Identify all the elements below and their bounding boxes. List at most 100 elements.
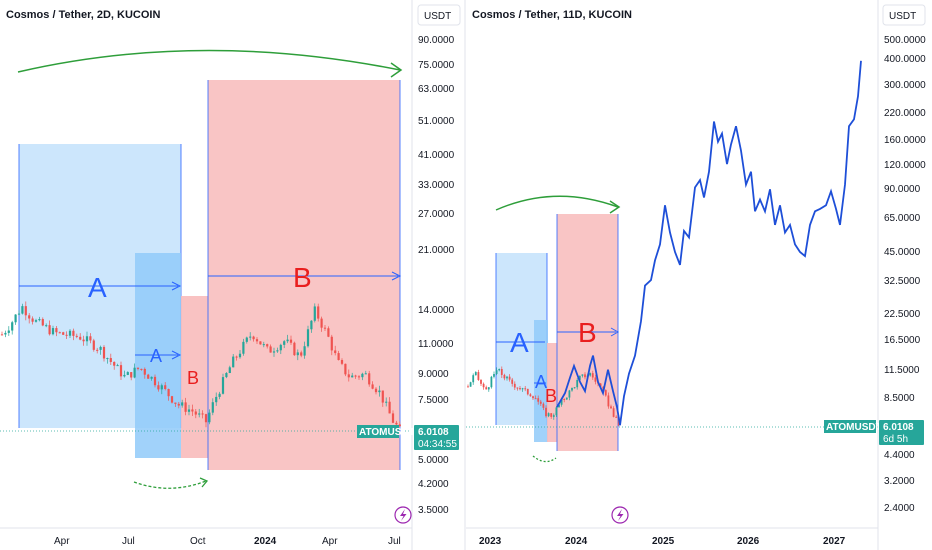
candle-body	[68, 330, 72, 336]
x-tick: 2024	[254, 536, 277, 547]
candle-body	[286, 339, 289, 342]
candle-body	[31, 318, 34, 322]
x-tick: Oct	[190, 536, 206, 547]
candle-body	[398, 424, 401, 427]
price-tag: ATOMUSDT 6.0108 04:34:55	[357, 425, 459, 450]
candle-body	[604, 390, 607, 396]
candle-body	[58, 332, 61, 334]
candle-body	[334, 350, 337, 354]
lightning-bolt-icon[interactable]	[611, 506, 629, 524]
y-tick: 90.0000	[884, 184, 921, 195]
candle-body	[130, 372, 133, 378]
x-tick: Jul	[388, 536, 401, 547]
candle-body	[143, 368, 146, 375]
candle-body	[344, 363, 347, 375]
zone-b-small	[547, 343, 557, 442]
candle-body	[508, 376, 511, 380]
left-chart-panel[interactable]: A B A B	[0, 49, 412, 489]
zone-label-a-small: A	[150, 346, 162, 366]
candle-body	[547, 413, 550, 417]
candle-body	[51, 328, 55, 335]
y-tick: 41.0000	[418, 150, 455, 161]
candle-body	[218, 393, 221, 397]
candle-body	[555, 407, 558, 416]
candle-body	[485, 387, 488, 390]
candle-body	[371, 384, 374, 389]
candle-body	[560, 398, 563, 405]
y-tick: 75.0000	[418, 60, 455, 71]
zone-label-a-large: A	[88, 272, 107, 303]
candle-body	[293, 342, 296, 356]
candle-body	[215, 396, 218, 403]
candle-body	[474, 372, 477, 376]
price-tag-symbol: ATOMUSDT	[359, 427, 415, 438]
candle-body	[62, 332, 65, 335]
unit-label[interactable]: USDT	[889, 11, 916, 22]
candle-body	[467, 386, 469, 388]
candle-body	[368, 373, 371, 385]
zone-a-small	[534, 320, 548, 442]
candle-body	[581, 374, 584, 376]
candle-body	[313, 306, 316, 321]
right-price-axis[interactable]: USDT 500.0000 400.0000 300.0000 220.0000 160…	[824, 0, 926, 550]
unit-label[interactable]: USDT	[424, 11, 451, 22]
candle-body	[113, 361, 116, 366]
candle-body	[21, 306, 24, 314]
candle-body	[133, 367, 136, 378]
y-tick: 90.0000	[418, 35, 455, 46]
candle-body	[532, 396, 534, 399]
y-tick: 120.0000	[884, 160, 926, 171]
candle-body	[208, 412, 211, 423]
candle-body	[65, 334, 68, 336]
candle-body	[41, 319, 44, 326]
candle-body	[565, 397, 568, 400]
candle-body	[599, 383, 602, 387]
x-tick: Apr	[322, 536, 338, 547]
candle-body	[327, 328, 330, 337]
candle-body	[17, 313, 21, 315]
candle-body	[347, 374, 350, 378]
right-time-axis[interactable]: 2023 2024 2025 2026 2027	[466, 527, 878, 547]
left-chart-title: Cosmos / Tether, 2D, KUCOIN	[6, 9, 160, 21]
y-tick: 500.0000	[884, 35, 926, 46]
y-tick: 7.5000	[418, 395, 449, 406]
candle-body	[201, 413, 204, 415]
y-tick: 27.0000	[418, 209, 455, 220]
left-price-axis[interactable]: USDT 90.0000 75.0000 63.0000 51.0000 41.0000…	[357, 0, 461, 550]
arc-top-left	[17, 49, 401, 73]
candle-body	[167, 389, 170, 397]
candle-body	[490, 376, 493, 388]
candle-body	[300, 352, 303, 356]
candle-body	[126, 372, 129, 375]
lightning-bolt-icon[interactable]	[394, 506, 412, 524]
candle-body	[181, 402, 184, 406]
candle-body	[563, 398, 566, 400]
y-tick: 2.4000	[884, 503, 915, 514]
candle-body	[177, 403, 180, 406]
candle-body	[157, 385, 160, 390]
candle-body	[266, 344, 269, 347]
left-time-axis[interactable]: Apr Jul Oct 2024 Apr Jul	[0, 527, 412, 547]
candle-body	[153, 376, 157, 386]
price-candles	[467, 366, 620, 427]
candle-body	[92, 340, 95, 350]
x-tick: 2023	[479, 536, 502, 547]
candle-body	[480, 379, 482, 384]
zone-label-a-large: A	[510, 327, 529, 358]
candle-body	[594, 377, 597, 382]
candle-body	[534, 398, 537, 400]
x-tick: 2027	[823, 536, 846, 547]
candle-body	[550, 413, 553, 417]
right-chart-panel[interactable]: A B A B	[466, 60, 878, 463]
zone-label-b-small: B	[187, 368, 199, 388]
y-tick: 16.5000	[884, 335, 921, 346]
candle-body	[136, 367, 140, 369]
candle-body	[542, 403, 545, 408]
candle-body	[109, 358, 112, 362]
candle-body	[391, 413, 395, 423]
candle-body	[289, 339, 293, 343]
candle-body	[187, 409, 191, 412]
candle-body	[378, 390, 381, 393]
y-tick: 3.2000	[884, 476, 915, 487]
candle-body	[539, 401, 542, 404]
